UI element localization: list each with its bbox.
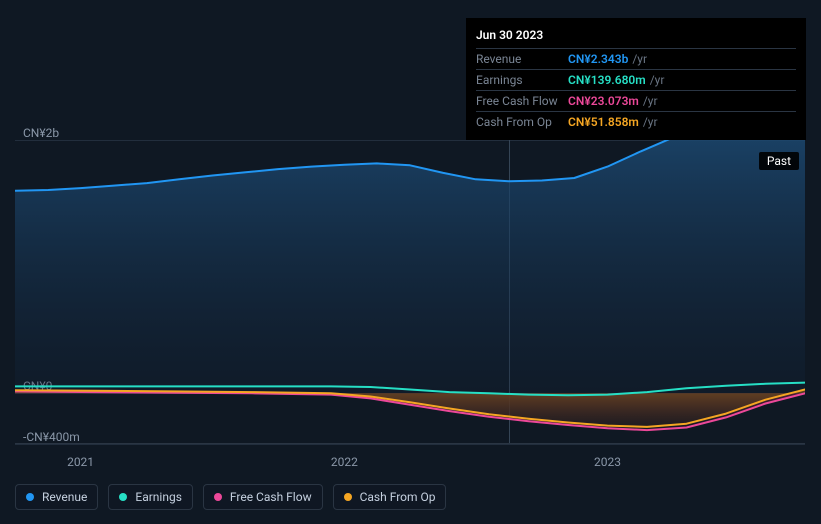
gridline [15,444,805,445]
chart-tooltip: Jun 30 2023 RevenueCN¥2.343b/yrEarningsC… [466,18,806,140]
past-badge: Past [759,152,799,170]
series-area-cash-from-op [15,390,805,427]
x-axis-label: 2023 [594,455,621,469]
x-axis: 2021 2022 2023 [15,455,805,469]
earnings-revenue-chart: CN¥2bCN¥0-CN¥400m Past 202120222023 [15,122,805,468]
tooltip-row-value: CN¥51.858m [568,115,639,129]
chart-plot-area[interactable]: Past [15,140,805,444]
tooltip-row-label: Earnings [476,73,568,87]
legend-item-free-cash-flow[interactable]: Free Cash Flow [203,484,323,510]
legend-dot [344,493,352,501]
tooltip-row: Free Cash FlowCN¥23.073m/yr [476,90,796,111]
tooltip-row-unit: /yr [632,52,647,66]
legend-label: Free Cash Flow [230,490,312,504]
x-axis-label: 2021 [67,455,94,469]
legend-item-revenue[interactable]: Revenue [15,484,98,510]
tooltip-row-unit: /yr [643,115,658,129]
legend-item-earnings[interactable]: Earnings [108,484,193,510]
legend-dot [119,493,127,501]
tooltip-row-unit: /yr [650,73,665,87]
x-axis-label: 2022 [331,455,358,469]
legend-label: Cash From Op [360,490,436,504]
tooltip-row-label: Revenue [476,52,568,66]
tooltip-row: RevenueCN¥2.343b/yr [476,48,796,69]
legend-label: Earnings [135,490,182,504]
tooltip-row-value: CN¥2.343b [568,52,628,66]
tooltip-row: EarningsCN¥139.680m/yr [476,69,796,90]
tooltip-row-unit: /yr [643,94,658,108]
tooltip-row-value: CN¥23.073m [568,94,639,108]
tooltip-row-label: Free Cash Flow [476,94,568,108]
tooltip-row-value: CN¥139.680m [568,73,646,87]
chart-legend: Revenue Earnings Free Cash Flow Cash From O… [15,484,446,510]
legend-label: Revenue [42,490,87,504]
y-axis-label: CN¥2b [23,126,59,140]
legend-dot [26,493,34,501]
tooltip-row: Cash From OpCN¥51.858m/yr [476,111,796,132]
series-area-revenue [15,140,805,393]
legend-dot [214,493,222,501]
tooltip-row-label: Cash From Op [476,115,568,129]
legend-item-cash-from-op[interactable]: Cash From Op [333,484,447,510]
tooltip-date: Jun 30 2023 [476,24,796,48]
